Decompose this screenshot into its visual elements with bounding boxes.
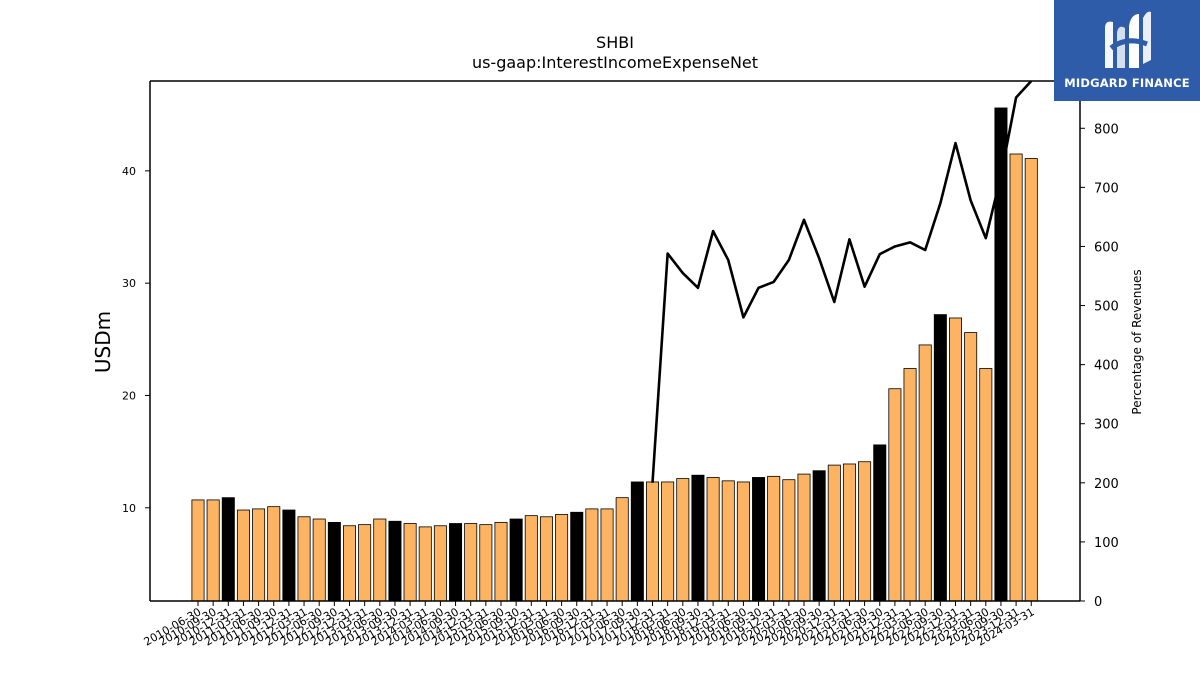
bar-2018-06-30 xyxy=(676,478,690,602)
y-tick-label: 30 xyxy=(122,277,136,290)
bar-2021-06-30 xyxy=(858,461,872,602)
bar-2020-12-31 xyxy=(827,464,841,602)
y-tick-label: 40 xyxy=(122,165,136,178)
y2-tick-label: 400 xyxy=(1094,359,1119,374)
bar-2024-03-31 xyxy=(1024,158,1038,602)
bar-2015-09-30 xyxy=(509,518,523,602)
bar-2010-06-30 xyxy=(191,499,205,602)
chart-subtitle: us-gaap:InterestIncomeExpenseNet xyxy=(472,53,758,72)
bar-2023-09-30 xyxy=(994,107,1008,602)
bar-2018-12-31 xyxy=(706,477,720,602)
bar-2022-09-30 xyxy=(933,314,947,602)
bar-2012-09-30 xyxy=(327,521,341,602)
bar-2012-03-31 xyxy=(297,516,311,602)
midgard-logo-icon xyxy=(1105,11,1151,69)
bar-2017-12-31 xyxy=(646,481,660,602)
y-axis-label: USDm xyxy=(91,311,115,373)
bar-2013-03-31 xyxy=(358,524,372,602)
logo-text: MIDGARD FINANCE xyxy=(1064,76,1190,90)
bar-2018-03-31 xyxy=(661,481,675,602)
bar-2020-03-31 xyxy=(782,479,796,602)
y2-tick-label: 300 xyxy=(1094,418,1119,433)
bar-2019-06-30 xyxy=(736,481,750,602)
percentage-line xyxy=(651,81,1033,483)
chart-title: SHBI xyxy=(596,33,634,52)
bar-2011-12-31 xyxy=(282,509,296,602)
bar-2014-09-30 xyxy=(449,523,463,602)
y2-tick-label: 100 xyxy=(1094,536,1119,551)
y-tick-label: 20 xyxy=(122,389,136,402)
bar-2023-03-31 xyxy=(964,332,978,602)
percentage-line-series xyxy=(651,81,1033,483)
bar-2016-09-30 xyxy=(570,511,584,602)
bar-2016-06-30 xyxy=(555,514,569,602)
bar-2021-12-31 xyxy=(888,388,902,602)
axes: 1020304001002003004005006007008002010-06… xyxy=(122,80,1119,649)
y2-tick-label: 200 xyxy=(1094,477,1119,492)
bar-2016-03-31 xyxy=(539,516,553,602)
bar-2015-03-31 xyxy=(479,524,493,602)
bar-2012-12-31 xyxy=(342,525,356,602)
bar-2015-06-30 xyxy=(494,521,508,602)
bar-2014-06-30 xyxy=(433,525,447,602)
bar-2022-03-31 xyxy=(903,368,917,602)
bar-2021-03-31 xyxy=(842,463,856,602)
bar-2013-06-30 xyxy=(373,518,387,602)
bar-2017-03-31 xyxy=(600,508,614,602)
bar-2020-09-30 xyxy=(812,470,826,602)
y2-tick-label: 800 xyxy=(1094,122,1119,137)
bar-2013-12-31 xyxy=(403,523,417,602)
bar-2014-12-31 xyxy=(464,523,478,602)
bar-2019-03-31 xyxy=(721,480,735,602)
bar-2010-09-30 xyxy=(206,499,220,602)
midgard-finance-logo: MIDGARD FINANCE xyxy=(1054,0,1200,101)
bar-2018-09-30 xyxy=(691,474,705,602)
bar-2011-03-31 xyxy=(236,509,250,602)
bar-series xyxy=(191,107,1038,602)
y-tick-label: 10 xyxy=(122,502,136,515)
y2-axis-label: Percentage of Revenues xyxy=(1130,269,1144,414)
y2-tick-label: 500 xyxy=(1094,300,1119,315)
bar-2014-03-31 xyxy=(418,526,432,602)
bar-2023-06-30 xyxy=(979,368,993,602)
bar-2019-09-30 xyxy=(752,477,766,602)
bar-2013-09-30 xyxy=(388,520,402,602)
y2-tick-label: 0 xyxy=(1094,595,1102,610)
bar-2010-12-31 xyxy=(221,497,235,602)
bar-2017-06-30 xyxy=(615,497,629,602)
bar-2020-06-30 xyxy=(797,473,811,602)
bar-2021-09-30 xyxy=(873,444,887,602)
bar-2011-09-30 xyxy=(267,506,281,602)
y2-tick-label: 600 xyxy=(1094,240,1119,255)
bar-2022-12-31 xyxy=(949,317,963,602)
bar-2017-09-30 xyxy=(630,481,644,602)
bar-2011-06-30 xyxy=(252,508,266,602)
bar-2016-12-31 xyxy=(585,508,599,602)
bar-2012-06-30 xyxy=(312,518,326,602)
y2-tick-label: 700 xyxy=(1094,181,1119,196)
bar-2022-06-30 xyxy=(918,344,932,602)
bar-2015-12-31 xyxy=(524,515,538,602)
bar-2023-12-31 xyxy=(1009,153,1023,602)
bar-2019-12-31 xyxy=(767,475,781,602)
